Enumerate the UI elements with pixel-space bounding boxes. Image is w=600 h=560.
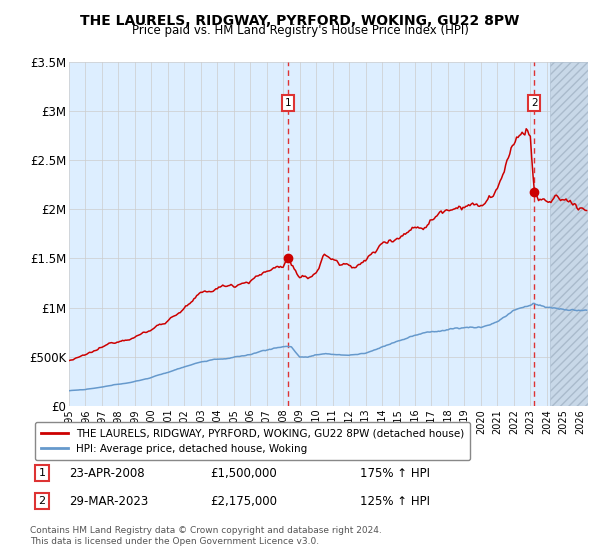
Text: 2: 2 [531,98,538,108]
Text: 1: 1 [38,468,46,478]
Text: 29-MAR-2023: 29-MAR-2023 [69,494,148,508]
Text: £2,175,000: £2,175,000 [210,494,277,508]
Text: This data is licensed under the Open Government Licence v3.0.: This data is licensed under the Open Gov… [30,537,319,546]
Text: 175% ↑ HPI: 175% ↑ HPI [360,466,430,480]
Text: 1: 1 [285,98,292,108]
Text: Price paid vs. HM Land Registry's House Price Index (HPI): Price paid vs. HM Land Registry's House … [131,24,469,37]
Bar [550,62,588,406]
Text: 2: 2 [38,496,46,506]
Text: Contains HM Land Registry data © Crown copyright and database right 2024.: Contains HM Land Registry data © Crown c… [30,526,382,535]
Legend: THE LAURELS, RIDGWAY, PYRFORD, WOKING, GU22 8PW (detached house), HPI: Average p: THE LAURELS, RIDGWAY, PYRFORD, WOKING, G… [35,422,470,460]
Text: 23-APR-2008: 23-APR-2008 [69,466,145,480]
Text: £1,500,000: £1,500,000 [210,466,277,480]
Text: THE LAURELS, RIDGWAY, PYRFORD, WOKING, GU22 8PW: THE LAURELS, RIDGWAY, PYRFORD, WOKING, G… [80,14,520,28]
Text: 125% ↑ HPI: 125% ↑ HPI [360,494,430,508]
